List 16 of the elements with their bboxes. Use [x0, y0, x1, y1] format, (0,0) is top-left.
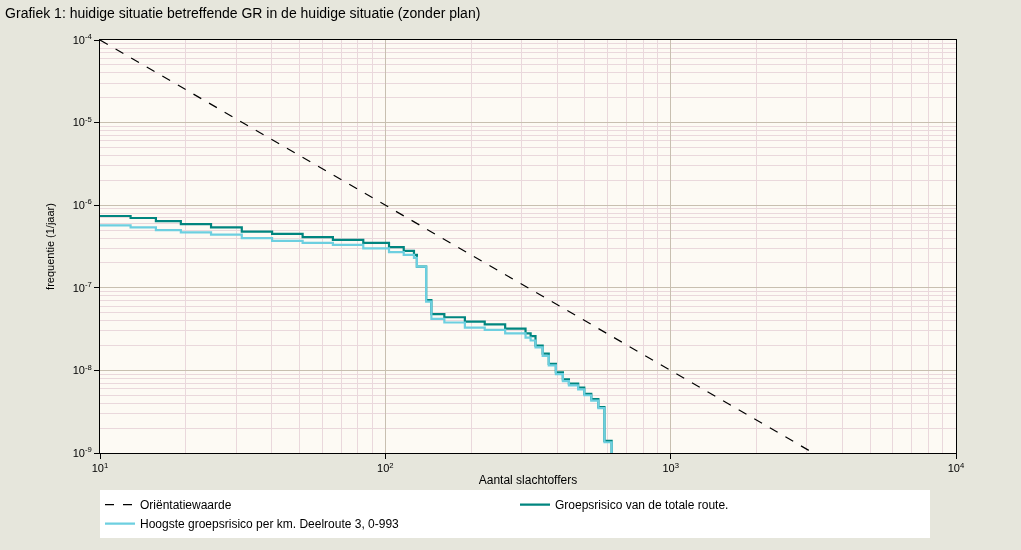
y-tick-label: 10$^{-4}$ — [72, 32, 93, 46]
x-tick-label: 10$^{4}$ — [947, 460, 965, 475]
y-tick-label: 10$^{-5}$ — [72, 114, 92, 129]
y-tick-label: 10$^{-8}$ — [72, 362, 92, 377]
y-axis-title: frequentie (1/jaar) — [44, 203, 57, 290]
legend-label: Oriëntatiewaarde — [140, 498, 232, 513]
x-tick-label: 10$^{1}$ — [91, 460, 109, 475]
y-tick-label: 10$^{-7}$ — [72, 280, 92, 294]
legend-label: Hoogste groepsrisico per km. Deelroute 3, 0-993 — [140, 517, 400, 532]
y-tick-label: 10$^{-9}$ — [72, 445, 92, 459]
x-axis-title: Aantal slachtoffers — [478, 473, 578, 488]
x-tick-label: 10$^{3}$ — [662, 460, 679, 475]
y-tick-label: 10$^{-6}$ — [72, 197, 92, 212]
legend-label: Groepsrisico van de totale route. — [555, 498, 729, 513]
x-tick-label: 10$^{2}$ — [377, 460, 394, 475]
chart-title: Grafiek 1: huidige situatie betreffende GR in de huidige situatie (zonder plan) — [5, 5, 481, 22]
